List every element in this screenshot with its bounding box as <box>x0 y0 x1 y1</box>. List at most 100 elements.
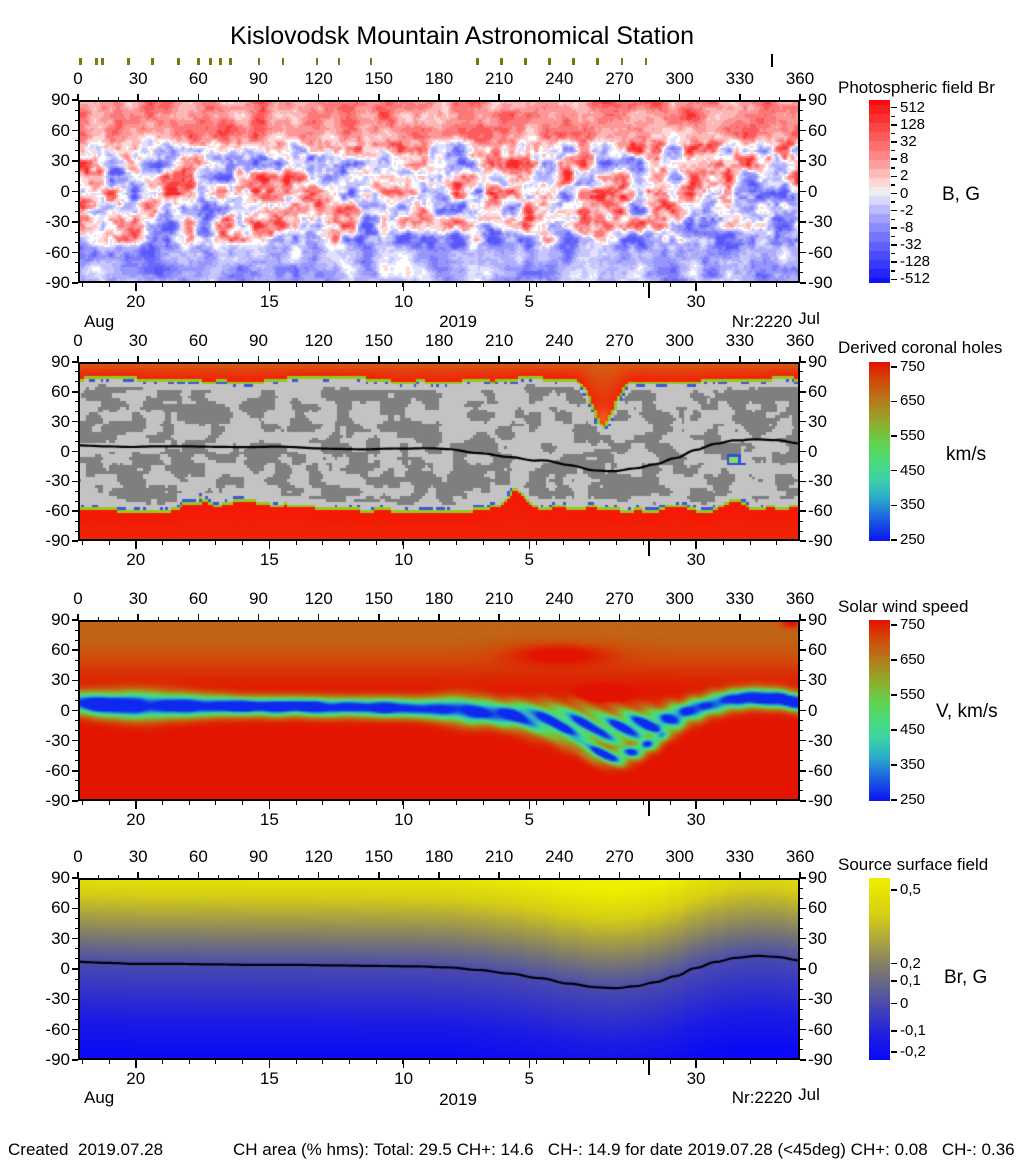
date-minor-tick <box>161 283 163 287</box>
lat-tick-label-left: 0 <box>60 959 70 978</box>
lat-tick-label-left: 90 <box>51 352 70 371</box>
colorbar-title-photospheric: Photospheric field Br <box>838 78 995 97</box>
lon-minor-tick <box>278 359 280 362</box>
lon-tick-label: 210 <box>484 847 514 866</box>
lat-minor-tick-right <box>800 639 803 641</box>
colorbar-tick-label: 0,5 <box>900 880 921 898</box>
colorbar-tick-label: -32 <box>900 236 922 253</box>
date-minor-tick <box>295 1060 297 1064</box>
colorbar-tick-label: 750 <box>900 615 926 633</box>
date-minor-tick <box>108 801 110 805</box>
lon-major-tick <box>618 356 621 362</box>
lat-minor-tick-left <box>75 241 78 243</box>
lat-major-tick-right <box>800 450 806 453</box>
lon-major-tick <box>378 94 380 100</box>
lon-major-tick <box>317 872 320 878</box>
colorbar-tick-label: 250 <box>900 790 926 808</box>
lon-tick-label: 150 <box>364 847 394 866</box>
lon-minor-tick <box>538 97 540 100</box>
lat-major-tick-left <box>72 510 78 512</box>
lat-minor-tick-right <box>800 272 803 274</box>
lon-tick-label: 120 <box>304 69 333 88</box>
lon-major-tick <box>678 614 681 620</box>
lat-minor-tick-right <box>800 760 803 762</box>
date-major-tick <box>528 801 530 809</box>
lat-tick-label-right: 0 <box>808 700 818 720</box>
date-minor-tick <box>322 541 324 545</box>
lon-minor-tick <box>298 875 300 878</box>
activity-marker-tick <box>209 58 212 65</box>
date-minor-tick <box>348 801 350 805</box>
lat-tick-label-right: -60 <box>808 242 833 262</box>
date-label: 20 <box>126 1069 146 1088</box>
lat-minor-tick-left <box>75 150 78 152</box>
lon-minor-tick <box>418 617 420 620</box>
unit-label-v-km-s: V, km/s <box>936 701 998 722</box>
lon-major-tick <box>77 356 79 362</box>
date-minor-tick <box>642 801 644 805</box>
lat-major-tick-left <box>72 160 78 162</box>
lat-minor-tick-left <box>75 917 78 919</box>
date-major-tick <box>135 541 137 549</box>
lat-major-tick-left <box>72 1028 78 1031</box>
date-major-tick <box>528 283 530 291</box>
lat-major-tick-right <box>800 739 806 742</box>
lat-minor-tick-right <box>800 1008 803 1010</box>
colorbar-tick-label: -8 <box>900 218 914 236</box>
lon-tick-label: 60 <box>188 847 208 866</box>
lon-tick-label: 120 <box>304 589 333 608</box>
lon-minor-tick <box>478 359 480 362</box>
lat-minor-tick-left <box>75 1039 78 1041</box>
lon-tick-label: 0 <box>73 847 83 866</box>
date-minor-tick <box>776 541 778 545</box>
lon-minor-tick <box>398 617 400 620</box>
date-label: 15 <box>259 1069 279 1088</box>
date-label: 10 <box>394 550 414 569</box>
lon-minor-tick <box>659 97 661 100</box>
lon-minor-tick <box>278 875 280 878</box>
date-minor-tick <box>81 283 83 287</box>
month-label-aug-bottom: Aug <box>84 1088 115 1107</box>
lat-major-tick-left <box>72 709 78 712</box>
date-major-tick <box>402 801 405 809</box>
solar-wind-speed-map <box>78 620 800 801</box>
lon-tick-label: 30 <box>128 589 148 608</box>
lat-major-tick-left <box>72 739 78 742</box>
colorbar-solar-wind <box>869 620 890 801</box>
lon-minor-tick <box>157 617 159 620</box>
lon-tick-label: 150 <box>364 331 394 350</box>
colorbar-major-tick <box>891 889 897 891</box>
lat-minor-tick-left <box>75 371 78 373</box>
lon-minor-tick <box>117 97 119 100</box>
date-major-tick <box>268 801 271 809</box>
colorbar-tick-label: 550 <box>900 685 926 703</box>
year-label-bottom: 2019 <box>439 1090 477 1109</box>
lon-tick-label: 150 <box>364 589 394 608</box>
lat-major-tick-left <box>72 998 78 1001</box>
lat-minor-tick-right <box>800 887 803 889</box>
date-minor-tick <box>562 1060 564 1064</box>
date-major-tick <box>402 283 405 291</box>
lon-major-tick <box>197 872 200 878</box>
lat-minor-tick-right <box>800 431 803 433</box>
lon-minor-tick <box>338 875 340 878</box>
date-minor-tick <box>108 283 110 287</box>
lon-major-tick <box>799 614 801 620</box>
unit-label-br-g: Br, G <box>944 967 988 988</box>
date-minor-tick <box>776 283 778 287</box>
lat-minor-tick-left <box>75 520 78 522</box>
colorbar-major-tick <box>891 435 897 437</box>
date-minor-tick <box>642 541 644 545</box>
colorbar-title-coronal-holes: Derived coronal holes <box>838 338 1003 357</box>
date-minor-tick <box>348 1060 350 1064</box>
lat-minor-tick-left <box>75 760 78 762</box>
lon-minor-tick <box>578 875 580 878</box>
lat-minor-tick-left <box>75 897 78 899</box>
lat-tick-label-left: 0 <box>60 700 70 720</box>
date-minor-tick <box>215 1060 217 1064</box>
lon-major-tick <box>378 614 380 620</box>
lon-minor-tick <box>157 875 159 878</box>
lat-minor-tick-left <box>75 231 78 233</box>
month-label-jul-bottom: Jul <box>798 1085 820 1104</box>
